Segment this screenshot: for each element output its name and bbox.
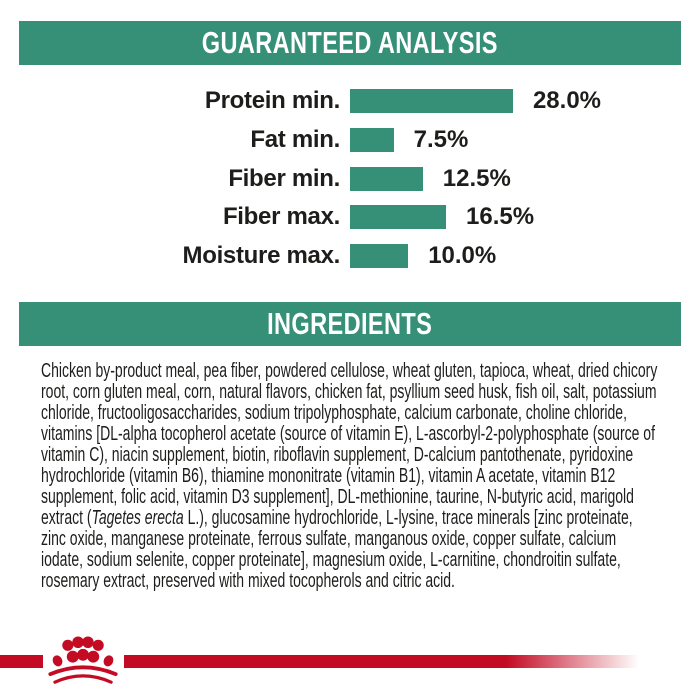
chart-bar (350, 166, 423, 191)
brand-stripe-right (124, 655, 655, 668)
ingredients-text: Chicken by-product meal, pea fiber, powd… (41, 361, 660, 592)
chart-row-value: 28.0% (532, 87, 602, 115)
chart-row: Protein min. 28.0% (0, 82, 700, 121)
guaranteed-analysis-banner: GUARANTEED ANALYSIS (19, 21, 681, 65)
chart-bar (350, 205, 447, 230)
chart-row-label: Moisture max. (182, 242, 341, 270)
chart-row-value: 12.5% (442, 164, 511, 192)
chart-row-label: Protein min. (204, 87, 340, 115)
ingredients-text-start: Chicken by-product meal, pea fiber, powd… (41, 360, 658, 529)
chart-row-value: 10.0% (428, 242, 497, 270)
chart-bar (350, 128, 394, 153)
chart-row: Fiber min. 12.5% (0, 159, 700, 198)
royal-canin-crown-logo (48, 636, 118, 684)
ingredients-title: INGREDIENTS (267, 306, 433, 341)
chart-row: Fat min. 7.5% (0, 121, 700, 160)
ingredients-banner: INGREDIENTS (19, 302, 681, 346)
chart-row: Moisture max. 10.0% (0, 237, 700, 276)
chart-row-value: 7.5% (413, 126, 469, 154)
chart-bar (350, 244, 409, 269)
guaranteed-analysis-chart: Protein min. 28.0% Fat min. 7.5% Fiber min. 1… (0, 82, 700, 275)
ingredients-text-end: L.), glucosamine hydrochloride, L-lysine… (41, 507, 633, 592)
guaranteed-analysis-title: GUARANTEED ANALYSIS (201, 25, 499, 60)
chart-bar (350, 89, 513, 114)
chart-row-label: Fiber min. (228, 164, 340, 192)
ingredients-species-italic: Tagetes erecta (91, 507, 184, 529)
chart-row-label: Fat min. (250, 126, 340, 154)
chart-row-value: 16.5% (466, 203, 535, 231)
chart-row: Fiber max. 16.5% (0, 198, 700, 237)
brand-stripe-left (0, 655, 43, 668)
chart-row-label: Fiber max. (222, 203, 340, 231)
